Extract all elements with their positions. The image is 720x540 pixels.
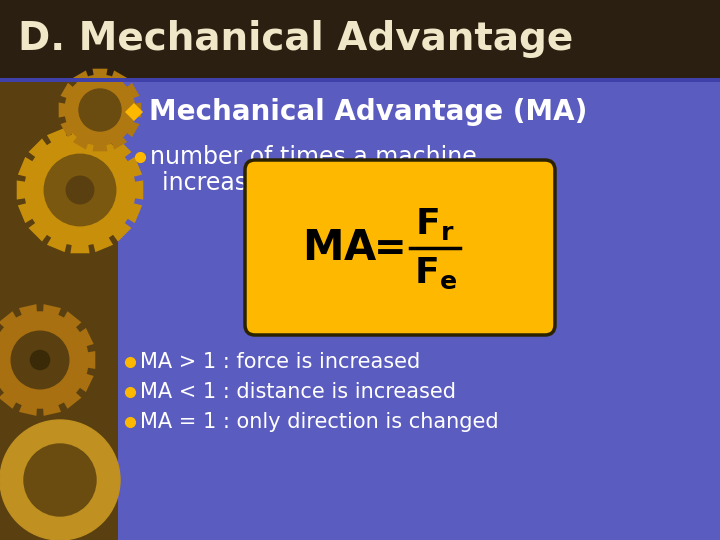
Polygon shape: [86, 351, 95, 369]
Text: MA > 1 : force is increased: MA > 1 : force is increased: [140, 352, 420, 372]
Polygon shape: [132, 103, 141, 118]
Polygon shape: [47, 128, 68, 145]
Text: D. Mechanical Advantage: D. Mechanical Advantage: [18, 21, 573, 58]
Polygon shape: [60, 121, 75, 137]
Polygon shape: [63, 311, 81, 329]
Circle shape: [30, 350, 50, 369]
Circle shape: [44, 154, 116, 226]
Polygon shape: [132, 180, 143, 200]
Polygon shape: [111, 221, 132, 241]
Polygon shape: [43, 304, 61, 318]
Polygon shape: [18, 202, 35, 223]
Polygon shape: [78, 328, 94, 347]
Polygon shape: [63, 391, 81, 409]
Circle shape: [12, 331, 69, 389]
Text: number of times a machine: number of times a machine: [150, 145, 477, 169]
Polygon shape: [92, 143, 107, 151]
Polygon shape: [0, 373, 2, 392]
Circle shape: [65, 75, 135, 145]
FancyBboxPatch shape: [0, 0, 720, 79]
Polygon shape: [47, 234, 68, 252]
Text: MA = 1 : only direction is changed: MA = 1 : only direction is changed: [140, 412, 499, 432]
Circle shape: [79, 89, 121, 131]
Polygon shape: [29, 221, 49, 241]
Polygon shape: [71, 241, 89, 253]
FancyBboxPatch shape: [245, 160, 555, 335]
Circle shape: [25, 135, 135, 245]
Polygon shape: [125, 121, 140, 137]
Text: $\mathbf{=}$: $\mathbf{=}$: [366, 228, 404, 267]
Polygon shape: [19, 304, 37, 318]
Polygon shape: [125, 83, 140, 99]
Polygon shape: [19, 403, 37, 416]
Polygon shape: [111, 70, 127, 85]
Text: increases the effort force: increases the effort force: [162, 171, 459, 195]
Text: $\mathbf{MA}$: $\mathbf{MA}$: [302, 226, 378, 268]
Text: Mechanical Advantage (MA): Mechanical Advantage (MA): [149, 98, 588, 126]
Polygon shape: [29, 138, 49, 159]
Polygon shape: [111, 138, 132, 159]
Polygon shape: [60, 83, 75, 99]
Circle shape: [0, 420, 120, 540]
Polygon shape: [78, 373, 94, 392]
Polygon shape: [111, 135, 127, 150]
Polygon shape: [92, 234, 113, 252]
Polygon shape: [0, 391, 17, 409]
Polygon shape: [0, 311, 17, 329]
Polygon shape: [43, 403, 61, 416]
Circle shape: [66, 176, 94, 204]
Text: $\mathbf{F_e}$: $\mathbf{F_e}$: [413, 256, 456, 291]
Polygon shape: [73, 135, 89, 150]
Text: $\mathbf{F_r}$: $\mathbf{F_r}$: [415, 206, 455, 241]
Polygon shape: [125, 202, 142, 223]
Polygon shape: [58, 103, 68, 118]
Polygon shape: [92, 69, 107, 78]
Polygon shape: [71, 127, 89, 139]
Polygon shape: [17, 180, 29, 200]
Text: MA < 1 : distance is increased: MA < 1 : distance is increased: [140, 382, 456, 402]
FancyBboxPatch shape: [0, 78, 720, 82]
Polygon shape: [125, 103, 143, 121]
Polygon shape: [0, 328, 2, 347]
FancyBboxPatch shape: [0, 79, 118, 540]
Polygon shape: [18, 157, 35, 178]
Polygon shape: [92, 128, 113, 145]
FancyBboxPatch shape: [118, 79, 720, 540]
Circle shape: [24, 444, 96, 516]
Polygon shape: [125, 157, 142, 178]
Polygon shape: [73, 70, 89, 85]
Circle shape: [0, 312, 88, 408]
